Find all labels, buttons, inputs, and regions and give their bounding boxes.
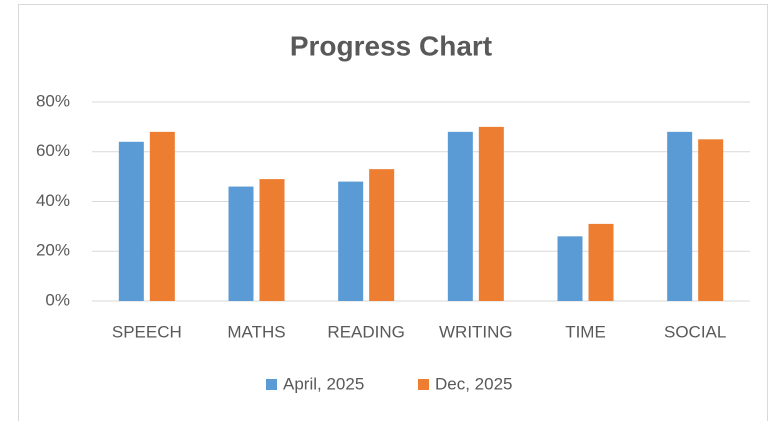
x-tick-label: TIME (565, 322, 606, 341)
bar (478, 126, 504, 301)
bar (259, 179, 285, 301)
bar (228, 186, 254, 301)
y-tick-label: 80% (36, 91, 70, 110)
bar (447, 131, 473, 301)
bar (118, 141, 144, 301)
bar (338, 181, 364, 301)
legend-label: Dec, 2025 (435, 374, 513, 393)
chart-title: Progress Chart (290, 30, 492, 61)
x-tick-label: SOCIAL (664, 322, 726, 341)
legend-label: April, 2025 (283, 374, 364, 393)
bar (369, 169, 395, 301)
legend-swatch (418, 379, 429, 390)
x-tick-label: MATHS (227, 322, 285, 341)
y-tick-label: 20% (36, 241, 70, 260)
bar (149, 131, 175, 301)
y-tick-label: 40% (36, 191, 70, 210)
x-tick-label: WRITING (439, 322, 513, 341)
y-tick-label: 0% (45, 290, 70, 309)
x-tick-label: READING (327, 322, 404, 341)
bar (667, 131, 693, 301)
y-tick-label: 60% (36, 141, 70, 160)
legend-swatch (266, 379, 277, 390)
x-tick-label: SPEECH (112, 322, 182, 341)
bar (588, 223, 614, 301)
bar (557, 236, 583, 301)
bar (698, 139, 724, 301)
